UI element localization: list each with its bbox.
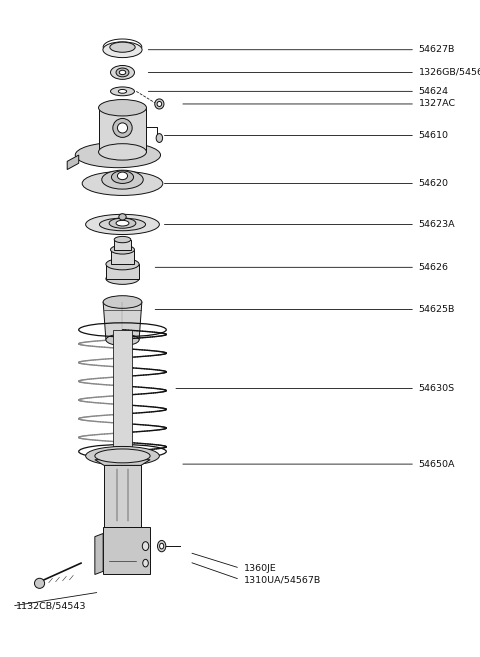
Ellipse shape	[157, 541, 166, 552]
Ellipse shape	[118, 123, 128, 133]
Text: 1310UA/54567B: 1310UA/54567B	[244, 575, 321, 584]
Polygon shape	[98, 108, 146, 152]
Text: 54650A: 54650A	[419, 460, 456, 468]
Polygon shape	[103, 302, 142, 340]
Ellipse shape	[102, 170, 143, 189]
Ellipse shape	[157, 101, 162, 106]
Text: 1132CB/54543: 1132CB/54543	[15, 602, 86, 610]
Polygon shape	[95, 533, 103, 574]
Text: 54626: 54626	[419, 263, 449, 272]
Ellipse shape	[98, 144, 146, 160]
Text: 54624: 54624	[419, 87, 449, 96]
Ellipse shape	[143, 559, 148, 567]
Text: 54625B: 54625B	[419, 305, 455, 314]
Ellipse shape	[106, 334, 139, 346]
Ellipse shape	[75, 143, 160, 168]
Ellipse shape	[118, 172, 128, 179]
Ellipse shape	[119, 70, 126, 75]
Ellipse shape	[35, 578, 45, 589]
Polygon shape	[110, 250, 134, 264]
Ellipse shape	[119, 214, 126, 220]
Ellipse shape	[110, 66, 134, 79]
Ellipse shape	[111, 171, 133, 183]
Ellipse shape	[103, 296, 142, 308]
Ellipse shape	[156, 133, 163, 143]
Ellipse shape	[159, 543, 164, 549]
Text: 54630S: 54630S	[419, 384, 455, 393]
Ellipse shape	[119, 89, 127, 93]
Ellipse shape	[110, 42, 135, 53]
Text: 1360JE: 1360JE	[244, 564, 276, 573]
Polygon shape	[106, 264, 139, 279]
Polygon shape	[67, 155, 79, 170]
Ellipse shape	[95, 449, 150, 463]
Ellipse shape	[98, 100, 146, 116]
Ellipse shape	[110, 87, 134, 96]
Text: 54620: 54620	[419, 179, 449, 188]
Ellipse shape	[106, 258, 139, 270]
Ellipse shape	[85, 447, 159, 465]
Polygon shape	[104, 465, 141, 527]
Ellipse shape	[113, 118, 132, 137]
Polygon shape	[114, 240, 131, 250]
Ellipse shape	[155, 99, 164, 109]
Polygon shape	[113, 330, 132, 478]
Ellipse shape	[109, 218, 136, 228]
Ellipse shape	[82, 171, 163, 195]
Ellipse shape	[116, 68, 129, 77]
Ellipse shape	[110, 245, 134, 254]
Ellipse shape	[106, 273, 139, 284]
Text: 54610: 54610	[419, 131, 449, 140]
Ellipse shape	[99, 218, 145, 231]
Polygon shape	[95, 460, 150, 465]
Text: 1327AC: 1327AC	[419, 99, 456, 108]
Text: 54627B: 54627B	[419, 45, 455, 55]
Ellipse shape	[114, 237, 131, 242]
Text: 54623A: 54623A	[419, 220, 456, 229]
Ellipse shape	[103, 42, 142, 58]
Ellipse shape	[116, 220, 129, 226]
Ellipse shape	[85, 214, 159, 235]
Text: 1326GB/54567B/54559: 1326GB/54567B/54559	[419, 68, 480, 77]
Polygon shape	[103, 527, 150, 574]
Ellipse shape	[142, 541, 149, 551]
